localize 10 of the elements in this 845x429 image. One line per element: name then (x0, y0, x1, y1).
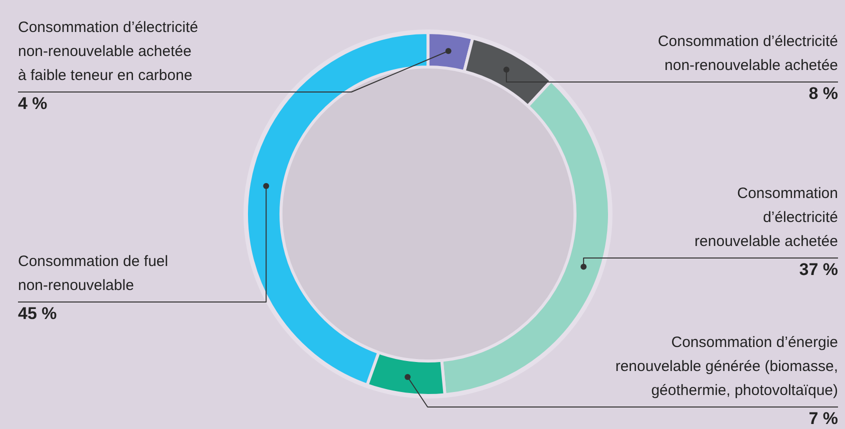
data-label: 7 % (808, 409, 838, 428)
slice-label: Consommation d’électricité non-renouvelable achetée (658, 32, 838, 76)
slice-label: Consommation d’énergie renouvelable générée (biomasse, géothermie, photovoltaïque) (615, 333, 838, 401)
slice-label: Consommation d’électricité non-renouvelable achetée à faible teneur en carbone (18, 18, 198, 86)
data-label: 8 % (808, 84, 838, 103)
data-label: 4 % (18, 94, 48, 113)
data-label: 37 % (798, 260, 838, 279)
data-label: 45 % (18, 304, 58, 323)
slice-label: Consommation d’électricité renouvelable achetée (694, 184, 838, 252)
slice-label: Consommation de fuel non-renouvelable (18, 252, 168, 296)
